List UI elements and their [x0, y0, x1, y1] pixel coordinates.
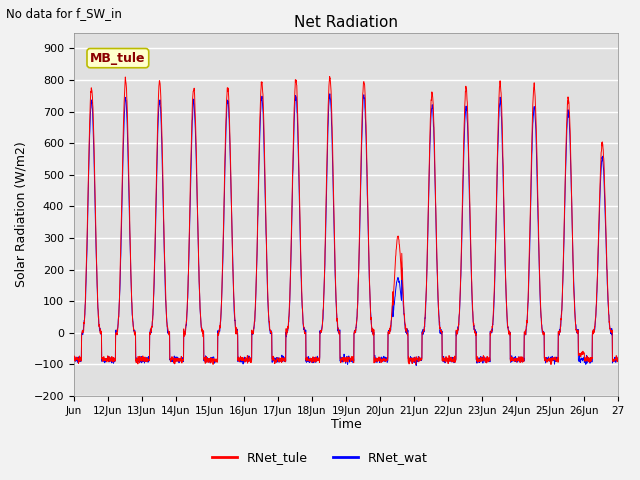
Y-axis label: Solar Radiation (W/m2): Solar Radiation (W/m2)	[15, 141, 28, 287]
Legend: RNet_tule, RNet_wat: RNet_tule, RNet_wat	[207, 446, 433, 469]
Title: Net Radiation: Net Radiation	[294, 15, 398, 30]
Text: No data for f_SW_in: No data for f_SW_in	[6, 7, 122, 20]
X-axis label: Time: Time	[331, 419, 362, 432]
Text: MB_tule: MB_tule	[90, 52, 146, 65]
